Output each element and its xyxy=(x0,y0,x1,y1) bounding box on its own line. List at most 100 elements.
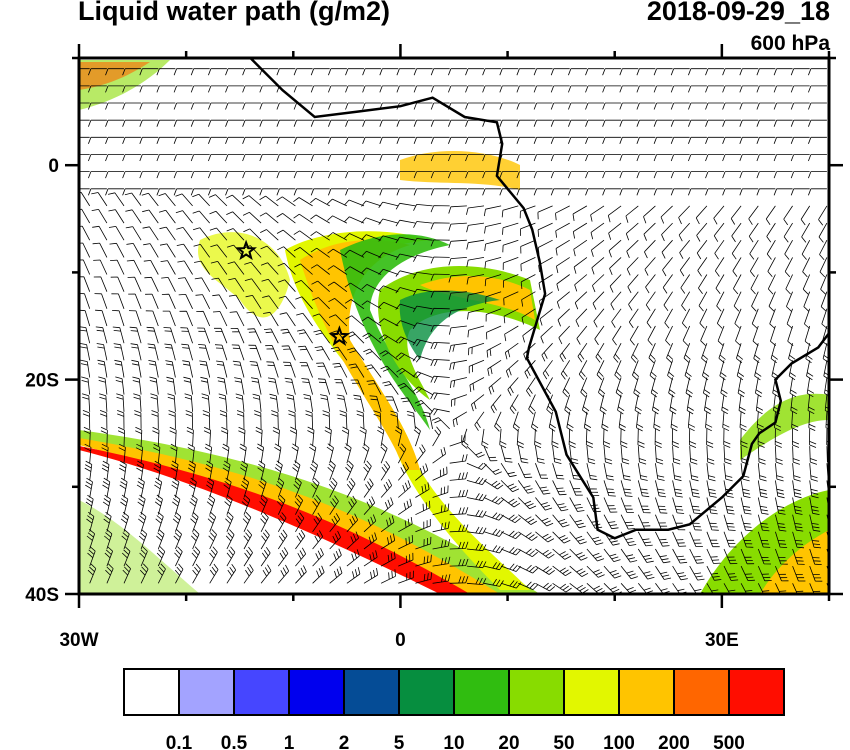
wind-barb xyxy=(225,188,244,196)
wind-barb xyxy=(242,85,262,93)
wind-barb xyxy=(276,188,296,196)
wind-barb xyxy=(698,274,708,294)
wind-barb xyxy=(791,411,799,431)
wind-barb xyxy=(274,460,283,481)
wind-barb xyxy=(482,154,502,162)
wind-barb xyxy=(88,102,107,110)
wind-barb xyxy=(277,512,287,532)
wind-barb xyxy=(173,85,193,93)
wind-barb xyxy=(466,476,487,485)
wind-barb xyxy=(773,188,793,196)
wind-barb xyxy=(379,188,399,196)
wind-barb xyxy=(518,497,537,510)
wind-barb xyxy=(156,119,176,127)
wind-barb xyxy=(380,497,394,515)
wind-barb xyxy=(356,410,365,429)
wind-barb xyxy=(293,171,313,179)
wind-barb xyxy=(214,344,228,361)
wind-barb xyxy=(655,463,665,481)
wind-barb xyxy=(664,308,673,329)
wind-barb xyxy=(156,171,176,179)
wind-barb xyxy=(755,377,763,398)
wind-barb xyxy=(773,68,793,76)
wind-barb xyxy=(225,154,244,162)
wind-barb xyxy=(562,377,571,398)
wind-barb xyxy=(307,426,315,447)
wind-barb xyxy=(448,205,467,214)
wind-barb xyxy=(556,274,570,291)
wind-barb xyxy=(293,247,313,258)
wind-barb xyxy=(647,325,656,346)
wind-barb xyxy=(448,119,467,127)
wind-barb xyxy=(127,276,142,292)
wind-barb xyxy=(706,446,715,465)
wind-barb xyxy=(202,410,211,429)
wind-barb xyxy=(790,154,810,162)
wind-barb xyxy=(483,480,504,490)
wind-barb xyxy=(586,497,601,513)
wind-barb xyxy=(636,411,644,432)
wind-barb xyxy=(364,364,382,378)
wind-barb xyxy=(85,477,93,498)
wind-barb xyxy=(775,463,784,482)
plot-title: Liquid water path (g/m2) xyxy=(78,0,391,26)
wind-barb xyxy=(328,314,348,327)
wind-barb xyxy=(805,343,813,364)
wind-barb xyxy=(556,291,570,309)
wind-barb xyxy=(637,565,655,580)
wind-barb xyxy=(277,262,296,275)
wind-barb xyxy=(620,480,633,497)
wind-barb xyxy=(412,386,433,395)
wind-barb xyxy=(535,514,554,527)
wind-barb xyxy=(345,136,364,144)
wind-barb xyxy=(208,102,227,110)
wind-barb xyxy=(412,288,433,296)
wind-barb xyxy=(500,480,520,493)
wind-barb xyxy=(717,325,725,346)
wind-barb xyxy=(500,580,522,589)
wind-barb xyxy=(448,85,467,93)
wind-barb xyxy=(310,197,330,207)
wind-barb xyxy=(324,426,332,447)
wind-barb xyxy=(105,102,124,110)
wind-barb xyxy=(88,171,107,179)
wind-barb xyxy=(500,547,522,556)
wind-barb xyxy=(153,443,161,464)
wind-barb xyxy=(655,514,669,530)
wind-barb xyxy=(566,411,574,432)
wind-barb xyxy=(362,188,382,196)
wind-barb xyxy=(467,325,485,338)
wind-barb xyxy=(620,514,636,530)
wind-barb xyxy=(768,291,776,312)
wind-barb xyxy=(550,102,570,110)
wind-barb xyxy=(636,68,656,76)
wind-barb xyxy=(382,381,399,395)
wind-barb xyxy=(653,68,673,76)
wind-barb xyxy=(363,550,378,567)
map-frame xyxy=(77,56,831,596)
wind-barb xyxy=(380,551,396,567)
wind-barb xyxy=(187,460,196,481)
wind-barb xyxy=(466,257,485,268)
wind-barb xyxy=(535,446,545,464)
wind-barb xyxy=(469,377,485,392)
wind-barb xyxy=(809,565,823,582)
wind-barb xyxy=(662,257,673,277)
wind-barb xyxy=(773,119,793,127)
wind-barb xyxy=(689,463,699,482)
wind-barb xyxy=(412,355,433,363)
wind-barb xyxy=(329,566,343,584)
wind-barb xyxy=(586,583,606,594)
wind-barb xyxy=(212,294,228,309)
wind-barb xyxy=(214,327,228,344)
wind-barb xyxy=(802,274,811,295)
wind-barb xyxy=(231,344,245,361)
wind-barb xyxy=(100,426,108,447)
wind-barb xyxy=(332,362,348,378)
wind-barb xyxy=(625,222,639,241)
wind-barb xyxy=(345,102,364,110)
wind-barb xyxy=(602,171,622,179)
wind-barb xyxy=(379,119,399,127)
wind-barb xyxy=(238,426,246,447)
wind-barb xyxy=(671,428,679,448)
